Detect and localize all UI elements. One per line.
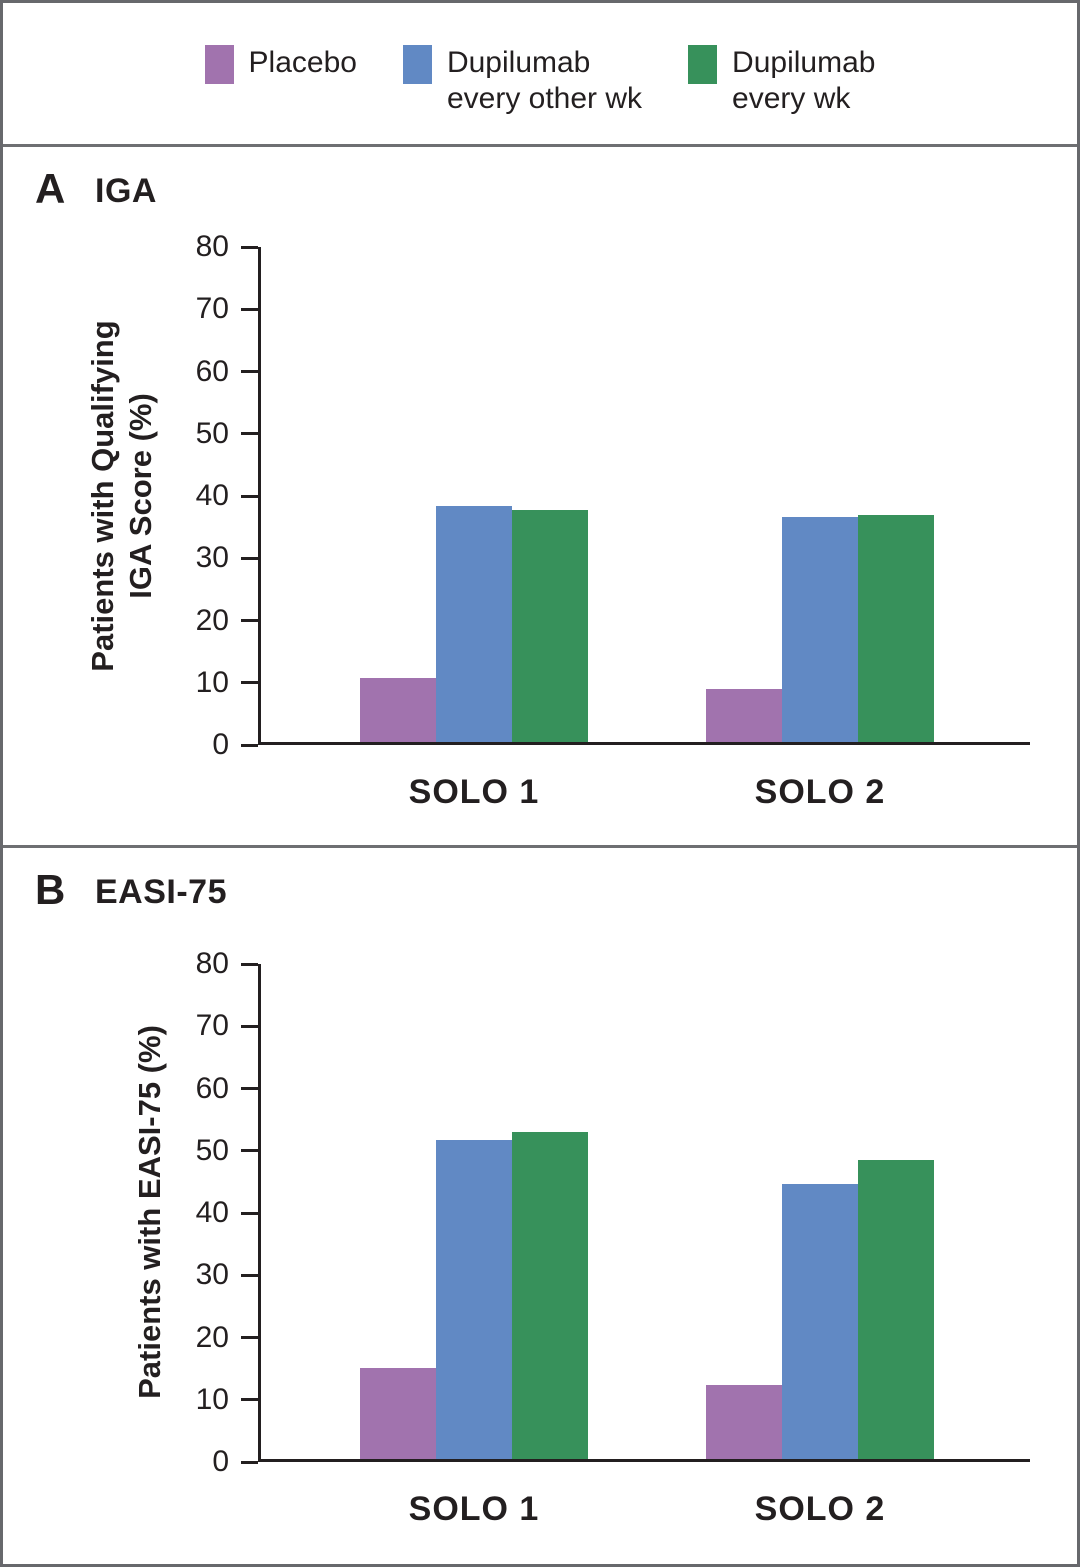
y-axis-tick <box>241 1211 258 1215</box>
y-axis-tick <box>241 1398 258 1402</box>
y-axis-tick-label: 50 <box>195 416 229 450</box>
category-label-solo-1: SOLO 1 <box>408 1490 540 1528</box>
y-axis-tick <box>241 619 258 622</box>
panel-a-plot-area: 0 10 20 30 40 50 60 70 80 SOLO 1 SOLO 2 <box>196 232 1030 811</box>
y-axis-tick-label: 10 <box>195 665 229 699</box>
y-axis-tick <box>241 307 258 311</box>
bar-solo-2-dupilumab-every-wk <box>858 515 934 742</box>
legend-label-line: every wk <box>732 82 851 115</box>
y-axis-tick-label: 70 <box>195 292 229 326</box>
bar-solo-2-dupilumab-every-other-wk <box>782 1183 858 1459</box>
bar-solo-2-placebo <box>706 1384 782 1459</box>
y-axis-tick <box>241 494 258 498</box>
y-axis-tick <box>241 432 258 436</box>
legend-label-line: Dupilumab <box>732 46 876 79</box>
y-axis-tick-label: 30 <box>195 541 229 575</box>
y-axis-tick <box>241 681 258 685</box>
legend-label-line: Dupilumab <box>446 46 591 79</box>
y-axis-tick-label: 80 <box>195 230 229 263</box>
y-axis-tick-label: 20 <box>195 603 229 637</box>
y-axis-title-line: IGA Score (%) <box>123 393 158 599</box>
panel-a-title: IGA <box>95 172 157 210</box>
y-axis-title-line: Patients with Qualifying <box>85 320 120 672</box>
bar-solo-2-placebo <box>706 689 782 742</box>
panel-b-easi75: B EASI-75 0 10 20 30 40 50 60 70 80 SOLO 1 SOLO 2 … <box>3 848 1077 1564</box>
y-axis-title: Patients with EASI-75 (%) <box>131 1025 169 1399</box>
legend-label-dupilumab-every-wk: Dupilumab every wk <box>732 45 875 117</box>
panel-b-plot-area: 0 10 20 30 40 50 60 70 80 SOLO 1 SOLO 2 <box>196 949 1030 1528</box>
y-axis-tick <box>241 1273 258 1277</box>
panel-b-letter: B <box>35 866 66 913</box>
panel-a-iga: A IGA 0 10 20 30 40 50 60 70 80 SOLO 1 SOLO 2 Pati… <box>3 147 1077 848</box>
category-label-solo-1: SOLO 1 <box>408 773 540 811</box>
legend-label-line: every other wk <box>446 82 643 115</box>
y-axis-tick-label: 50 <box>195 1133 229 1167</box>
category-label-solo-2: SOLO 2 <box>754 1490 886 1528</box>
legend-swatch-dupilumab-every-other-wk <box>402 45 432 84</box>
y-axis-tick <box>241 1336 258 1339</box>
y-axis-tick <box>241 1087 258 1090</box>
bar-solo-1-placebo <box>360 677 436 742</box>
y-axis-tick-label: 20 <box>195 1320 229 1354</box>
y-axis-tick-label: 40 <box>195 1196 229 1229</box>
legend-swatch-placebo <box>204 45 234 84</box>
legend-label-dupilumab-every-other-wk: Dupilumab every other wk <box>447 45 642 117</box>
bar-solo-1-dupilumab-every-other-wk <box>436 506 512 742</box>
legend-label-placebo: Placebo <box>249 45 357 84</box>
y-axis-tick-label: 80 <box>195 947 229 980</box>
legend-item-placebo: Placebo <box>204 45 357 84</box>
y-axis-tick-label: 10 <box>195 1382 229 1416</box>
y-axis-title-line: Patients with EASI-75 (%) <box>132 1025 167 1399</box>
y-axis-tick <box>241 1149 258 1153</box>
y-axis-tick-label: 0 <box>212 1445 229 1478</box>
bar-solo-2-dupilumab-every-other-wk <box>782 517 858 742</box>
bar-solo-1-dupilumab-every-wk <box>512 510 588 742</box>
category-label-solo-2: SOLO 2 <box>754 773 886 811</box>
panel-a-letter: A <box>35 165 66 212</box>
panel-b-title: EASI-75 <box>95 873 227 911</box>
y-axis-tick-label: 60 <box>195 1071 229 1105</box>
y-axis-tick <box>241 743 258 747</box>
figure-legend: Placebo Dupilumab every other wk Dupilumab e… <box>3 3 1077 147</box>
y-axis-tick <box>241 1024 258 1028</box>
legend-label-line: Placebo <box>248 46 357 79</box>
y-axis-tick <box>241 245 258 249</box>
y-axis-tick <box>241 962 258 966</box>
y-axis-tick-label: 70 <box>195 1009 229 1043</box>
y-axis-tick <box>241 370 258 373</box>
y-axis-tick-label: 30 <box>195 1258 229 1292</box>
y-axis-tick <box>241 1460 258 1464</box>
y-axis-title: Patients with Qualifying IGA Score (%) <box>84 320 160 671</box>
legend-item-dupilumab-every-other-wk: Dupilumab every other wk <box>402 45 642 117</box>
bar-solo-2-dupilumab-every-wk <box>858 1159 934 1459</box>
y-axis-tick-label: 60 <box>195 354 229 388</box>
bar-solo-1-dupilumab-every-wk <box>512 1132 588 1459</box>
y-axis-tick <box>241 556 258 560</box>
legend-item-dupilumab-every-wk: Dupilumab every wk <box>688 45 875 117</box>
y-axis-tick-label: 0 <box>212 728 229 761</box>
y-axis-tick-label: 40 <box>195 479 229 512</box>
legend-swatch-dupilumab-every-wk <box>688 45 718 84</box>
bar-solo-1-dupilumab-every-other-wk <box>436 1139 512 1459</box>
bar-solo-1-placebo <box>360 1367 436 1459</box>
